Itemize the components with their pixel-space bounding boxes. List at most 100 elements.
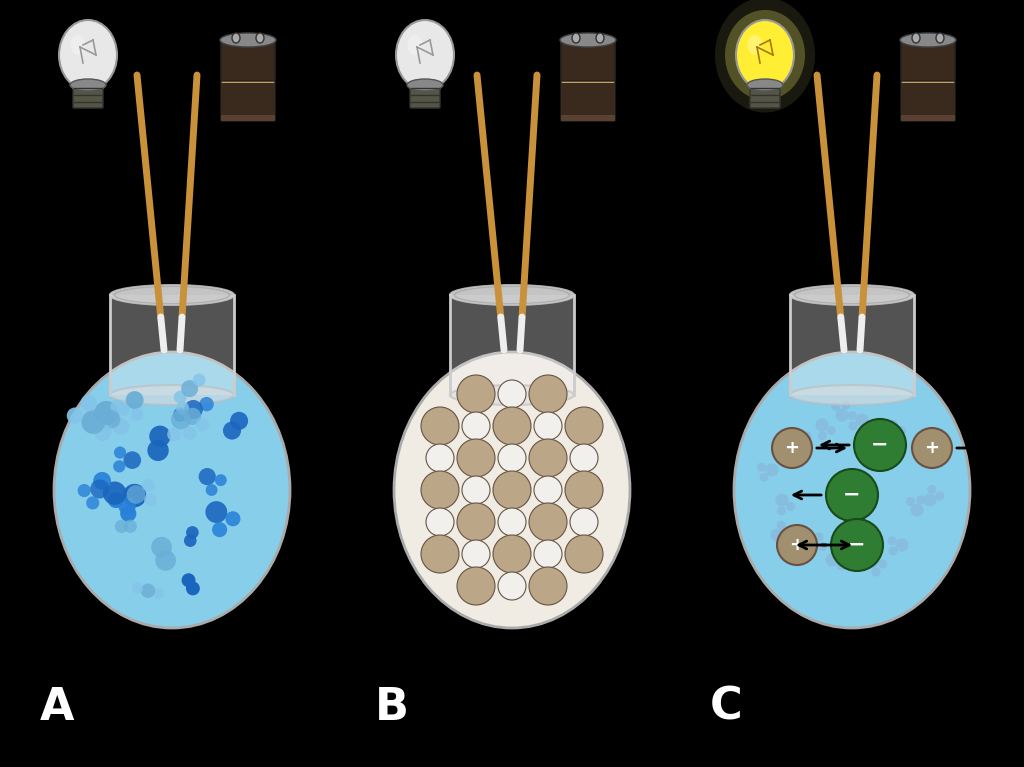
Circle shape: [230, 412, 248, 430]
FancyBboxPatch shape: [901, 115, 955, 121]
Circle shape: [854, 419, 906, 471]
Circle shape: [184, 408, 201, 425]
Ellipse shape: [407, 79, 443, 91]
FancyBboxPatch shape: [221, 115, 275, 121]
Ellipse shape: [396, 20, 454, 90]
Text: −: −: [848, 535, 865, 555]
Circle shape: [865, 555, 879, 568]
FancyBboxPatch shape: [901, 83, 955, 121]
Circle shape: [156, 550, 176, 571]
Circle shape: [186, 581, 200, 595]
Circle shape: [493, 471, 531, 509]
Circle shape: [181, 573, 196, 588]
Circle shape: [825, 554, 839, 567]
Circle shape: [818, 431, 827, 440]
Circle shape: [849, 421, 857, 430]
Circle shape: [895, 538, 908, 551]
Circle shape: [174, 390, 186, 403]
Ellipse shape: [54, 352, 290, 628]
Circle shape: [529, 567, 567, 605]
Circle shape: [111, 400, 125, 414]
Circle shape: [152, 537, 172, 558]
FancyBboxPatch shape: [410, 84, 440, 108]
Circle shape: [421, 407, 459, 445]
Circle shape: [144, 493, 157, 506]
Circle shape: [534, 476, 562, 504]
Ellipse shape: [795, 286, 909, 304]
Circle shape: [565, 407, 603, 445]
Circle shape: [786, 502, 796, 511]
Circle shape: [114, 460, 125, 472]
Circle shape: [842, 400, 851, 410]
FancyBboxPatch shape: [561, 115, 615, 121]
Circle shape: [421, 471, 459, 509]
Circle shape: [529, 375, 567, 413]
Circle shape: [815, 419, 828, 432]
Circle shape: [421, 535, 459, 573]
Circle shape: [113, 418, 129, 435]
Circle shape: [848, 411, 857, 420]
Circle shape: [806, 538, 818, 551]
Circle shape: [906, 497, 915, 506]
Ellipse shape: [220, 33, 276, 47]
Circle shape: [777, 506, 785, 515]
Circle shape: [529, 503, 567, 541]
Circle shape: [215, 474, 226, 486]
Circle shape: [132, 583, 143, 594]
FancyBboxPatch shape: [73, 84, 103, 108]
Circle shape: [457, 503, 495, 541]
Circle shape: [462, 476, 490, 504]
Ellipse shape: [715, 0, 815, 113]
Circle shape: [911, 446, 921, 455]
FancyBboxPatch shape: [561, 83, 615, 121]
FancyBboxPatch shape: [221, 39, 275, 121]
Circle shape: [102, 482, 126, 505]
Circle shape: [86, 496, 99, 509]
Circle shape: [814, 532, 823, 542]
Circle shape: [498, 572, 526, 600]
Circle shape: [916, 495, 926, 505]
Circle shape: [124, 451, 141, 469]
Circle shape: [921, 443, 934, 456]
Circle shape: [760, 472, 769, 482]
Ellipse shape: [734, 352, 970, 628]
Text: A: A: [40, 686, 75, 729]
Circle shape: [897, 426, 906, 435]
Circle shape: [78, 484, 91, 497]
Ellipse shape: [256, 33, 264, 43]
Ellipse shape: [596, 33, 604, 43]
Circle shape: [770, 528, 783, 542]
Text: B: B: [375, 686, 409, 729]
Circle shape: [186, 526, 199, 538]
Circle shape: [108, 492, 124, 508]
Circle shape: [140, 584, 156, 598]
Circle shape: [212, 522, 227, 537]
Ellipse shape: [936, 33, 944, 43]
Circle shape: [570, 444, 598, 472]
Ellipse shape: [71, 35, 85, 55]
Circle shape: [910, 503, 924, 517]
Circle shape: [200, 397, 214, 411]
Circle shape: [493, 407, 531, 445]
Circle shape: [928, 485, 936, 494]
Text: +: +: [790, 536, 805, 554]
Circle shape: [184, 535, 197, 547]
Circle shape: [118, 497, 136, 515]
Circle shape: [912, 428, 952, 468]
Circle shape: [123, 484, 146, 507]
Circle shape: [426, 444, 454, 472]
Circle shape: [916, 455, 926, 464]
Ellipse shape: [408, 35, 423, 55]
Circle shape: [426, 508, 454, 536]
Circle shape: [206, 484, 217, 496]
Circle shape: [836, 408, 849, 422]
Circle shape: [176, 402, 189, 415]
Circle shape: [126, 391, 143, 409]
Circle shape: [772, 428, 812, 468]
Ellipse shape: [115, 286, 229, 304]
Circle shape: [184, 400, 203, 419]
Circle shape: [757, 463, 766, 472]
Circle shape: [90, 479, 110, 499]
Ellipse shape: [900, 33, 956, 47]
Ellipse shape: [110, 385, 234, 405]
